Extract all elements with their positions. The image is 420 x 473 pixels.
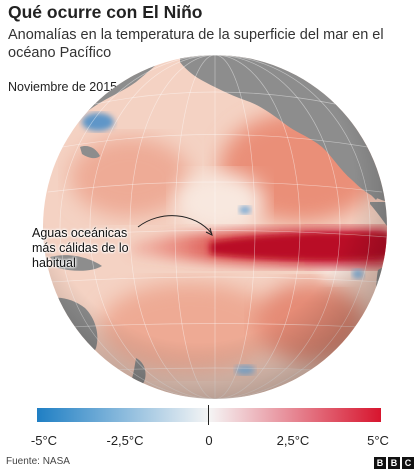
bbc-logo: B B C (374, 457, 414, 469)
legend-tick-pos-half: 2,5°C (276, 433, 310, 448)
legend-tick-zero: 0 (205, 433, 213, 448)
legend-warm-gradient (209, 408, 381, 422)
legend-tick-neg-half: -2,5°C (106, 433, 144, 448)
bbc-logo-letter: B (388, 457, 400, 469)
chart-title: Qué ocurre con El Niño (8, 2, 203, 22)
bbc-logo-letter: C (402, 457, 414, 469)
date-label: Noviembre de 2015 (8, 80, 118, 94)
legend-tick-min: -5°C (30, 433, 58, 448)
chart-subtitle: Anomalías en la temperatura de la superf… (8, 27, 384, 61)
annotation-line-3: habitual (32, 256, 76, 270)
annotation-line-1: Aguas oceánicas (32, 226, 128, 240)
legend-color-bar (37, 408, 381, 422)
legend-zero-marker (208, 405, 209, 425)
source-credit: Fuente: NASA (6, 456, 70, 467)
bbc-logo-letter: B (374, 457, 386, 469)
legend-tick-max: 5°C (367, 433, 389, 448)
annotation-line-2: más cálidas de lo (32, 241, 129, 255)
legend-cold-gradient (37, 408, 209, 422)
annotation-arrow-head (205, 227, 213, 236)
globe-map (43, 55, 387, 399)
warm-water-annotation: Aguas oceánicas más cálidas de lo habitu… (32, 226, 172, 271)
annotation-arrow (137, 215, 213, 235)
